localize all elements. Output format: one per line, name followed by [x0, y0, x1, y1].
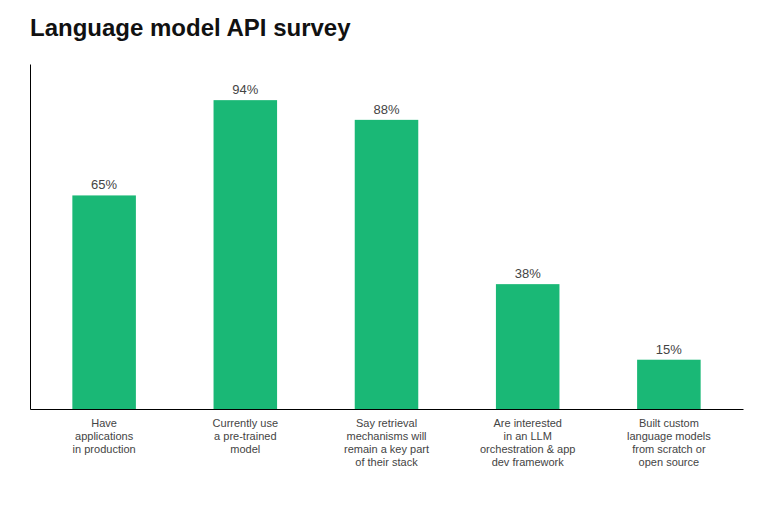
- bar: [496, 284, 560, 409]
- x-tick: Say retrievalmechanisms willremain a key…: [344, 417, 429, 469]
- x-tick-label-line: applications: [75, 430, 134, 442]
- x-tick-label-line: of their stack: [355, 456, 418, 468]
- x-tick-label: Currently usea pre-trainedmodel: [213, 417, 278, 455]
- x-tick-label-line: in production: [73, 443, 136, 455]
- bar: [637, 360, 701, 409]
- x-tick-label-line: model: [230, 443, 260, 455]
- x-tick-label: Are interestedin an LLMorchestration & a…: [480, 417, 575, 469]
- x-tick-label-line: open source: [639, 456, 700, 468]
- x-tick: Built customlanguage modelsfrom scratch …: [627, 417, 711, 469]
- data-label: 38%: [515, 266, 541, 281]
- chart: Language model API survey Haveapplication…: [0, 0, 767, 505]
- x-tick-label-line: language models: [627, 430, 711, 442]
- y-axis-line: [30, 65, 31, 410]
- plot: Haveapplicationsin production Currently u…: [31, 65, 744, 469]
- x-tick-label-line: Say retrieval: [356, 417, 417, 429]
- x-tick-label-line: from scratch or: [632, 443, 706, 455]
- x-tick-label: Built customlanguage modelsfrom scratch …: [627, 417, 711, 469]
- x-tick-label-line: Built custom: [639, 417, 699, 429]
- x-axis: Haveapplicationsin production Currently u…: [31, 410, 744, 469]
- x-tick-label-line: Currently use: [213, 417, 278, 429]
- x-tick-label-line: mechanisms will: [346, 430, 426, 442]
- x-axis-line: [31, 409, 744, 410]
- x-tick-label-line: remain a key part: [344, 443, 429, 455]
- bars: [72, 100, 700, 409]
- x-tick-label-line: orchestration & app: [480, 443, 575, 455]
- data-label: 88%: [373, 102, 399, 117]
- x-tick-label: Say retrievalmechanisms willremain a key…: [344, 417, 429, 469]
- x-tick-label-line: Have: [91, 417, 117, 429]
- bar: [355, 120, 419, 409]
- title: Language model API survey: [30, 14, 351, 41]
- x-tick-label-line: in an LLM: [504, 430, 552, 442]
- x-tick: Are interestedin an LLMorchestration & a…: [480, 417, 575, 469]
- x-tick: Haveapplicationsin production: [73, 417, 136, 455]
- data-labels: 65% 94% 88% 38% 15%: [91, 82, 682, 357]
- x-tick-label-line: a pre-trained: [214, 430, 276, 442]
- x-tick-label: Haveapplicationsin production: [73, 417, 136, 455]
- data-label: 65%: [91, 177, 117, 192]
- x-tick: Currently usea pre-trainedmodel: [213, 417, 278, 455]
- bar: [72, 195, 136, 409]
- data-label: 15%: [656, 342, 682, 357]
- x-tick-label-line: dev framework: [492, 456, 565, 468]
- bar: [214, 100, 278, 409]
- data-label: 94%: [232, 82, 258, 97]
- y-axis: [30, 65, 31, 410]
- x-tick-label-line: Are interested: [493, 417, 561, 429]
